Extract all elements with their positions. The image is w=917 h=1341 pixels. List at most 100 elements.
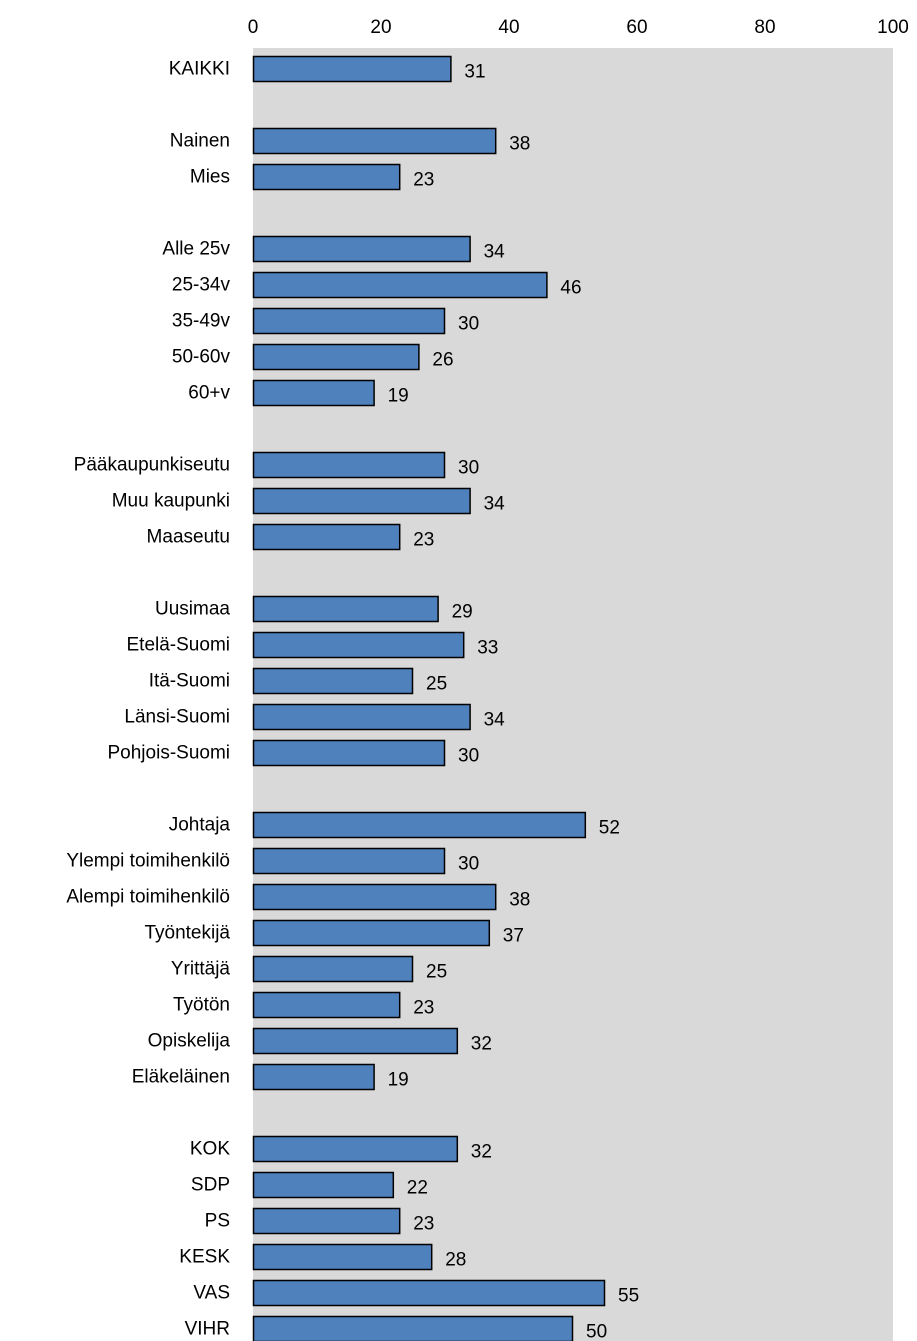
bar xyxy=(252,667,414,695)
value-label: 19 xyxy=(388,386,409,407)
bar xyxy=(252,883,497,911)
x-tick-label: 40 xyxy=(498,17,519,38)
bar xyxy=(252,487,471,515)
bar xyxy=(252,703,471,731)
category-label: Eläkeläinen xyxy=(132,1067,230,1088)
bar xyxy=(252,811,587,839)
value-label: 23 xyxy=(413,1214,434,1235)
category-label: KAIKKI xyxy=(169,59,230,80)
value-label: 52 xyxy=(599,818,620,839)
value-label: 46 xyxy=(560,278,581,299)
bar xyxy=(252,523,401,551)
value-label: 30 xyxy=(458,854,479,875)
value-label: 50 xyxy=(586,1322,607,1341)
value-label: 34 xyxy=(484,242,506,263)
bar xyxy=(252,1027,459,1055)
value-label: 31 xyxy=(464,62,485,83)
category-label: Maaseutu xyxy=(147,527,230,548)
bars xyxy=(252,55,606,1341)
category-label: 35-49v xyxy=(172,311,231,332)
bar xyxy=(252,235,471,263)
x-tick-label: 0 xyxy=(248,17,259,38)
value-labels: 3138233446302619303423293325343052303837… xyxy=(388,62,640,1341)
value-label: 25 xyxy=(426,674,447,695)
value-label: 32 xyxy=(471,1034,492,1055)
bar xyxy=(252,1207,401,1235)
value-label: 33 xyxy=(477,638,498,659)
bar xyxy=(252,1315,574,1341)
category-labels: KAIKKI Nainen Mies Alle 25v 25-34v 35-49v 50-6… xyxy=(66,59,230,1340)
category-label: Länsi-Suomi xyxy=(124,707,230,728)
category-label: Muu kaupunki xyxy=(112,491,230,512)
x-tick-label: 100 xyxy=(877,17,909,38)
category-label: 50-60v xyxy=(172,347,231,368)
category-label: 60+v xyxy=(188,383,230,404)
x-axis-ticks: 0 20 40 60 80 100 xyxy=(248,17,909,38)
bar xyxy=(252,307,446,335)
category-label: Pääkaupunkiseutu xyxy=(74,455,230,476)
value-label: 26 xyxy=(432,350,453,371)
bar xyxy=(252,163,401,191)
value-label: 23 xyxy=(413,998,434,1019)
category-label: Alempi toimihenkilö xyxy=(66,887,230,908)
category-label: Nainen xyxy=(170,131,230,152)
value-label: 23 xyxy=(413,170,434,191)
bar xyxy=(252,919,491,947)
value-label: 55 xyxy=(618,1286,639,1307)
bar xyxy=(252,1279,606,1307)
category-label: Itä-Suomi xyxy=(149,671,230,692)
value-label: 30 xyxy=(458,458,479,479)
category-label: Yrittäjä xyxy=(171,959,231,980)
category-label: 25-34v xyxy=(172,275,231,296)
category-label: PS xyxy=(205,1211,230,1232)
bar xyxy=(252,847,446,875)
category-label: Opiskelija xyxy=(148,1031,231,1052)
value-label: 25 xyxy=(426,962,447,983)
category-label: VAS xyxy=(193,1283,230,1304)
value-label: 30 xyxy=(458,746,479,767)
value-label: 37 xyxy=(503,926,524,947)
plot-background xyxy=(253,48,893,1341)
bar xyxy=(252,343,420,371)
bar xyxy=(252,127,497,155)
x-tick-label: 20 xyxy=(370,17,391,38)
value-label: 29 xyxy=(452,602,473,623)
value-label: 22 xyxy=(407,1178,428,1199)
bar xyxy=(252,1243,433,1271)
category-label: Johtaja xyxy=(169,815,231,836)
bar xyxy=(252,1063,375,1091)
category-label: SDP xyxy=(191,1175,230,1196)
category-label: Mies xyxy=(190,167,230,188)
bar xyxy=(252,991,401,1019)
category-label: KOK xyxy=(190,1139,230,1160)
bar xyxy=(252,55,452,83)
x-tick-label: 60 xyxy=(626,17,647,38)
bar xyxy=(252,1135,459,1163)
bar xyxy=(252,595,439,623)
bar xyxy=(252,379,375,407)
category-label: Pohjois-Suomi xyxy=(108,743,231,764)
bar xyxy=(252,739,446,767)
category-label: Uusimaa xyxy=(155,599,230,620)
category-label: VIHR xyxy=(185,1319,230,1340)
x-tick-label: 80 xyxy=(754,17,775,38)
bar xyxy=(252,631,465,659)
bar xyxy=(252,451,446,479)
value-label: 34 xyxy=(484,494,506,515)
value-label: 32 xyxy=(471,1142,492,1163)
bar xyxy=(252,955,414,983)
category-label: Ylempi toimihenkilö xyxy=(66,851,230,872)
category-label: Alle 25v xyxy=(162,239,230,260)
value-label: 38 xyxy=(509,890,530,911)
bar xyxy=(252,1171,395,1199)
value-label: 34 xyxy=(484,710,506,731)
category-label: KESK xyxy=(179,1247,230,1268)
category-label: Työtön xyxy=(173,995,230,1016)
value-label: 19 xyxy=(388,1070,409,1091)
value-label: 23 xyxy=(413,530,434,551)
value-label: 38 xyxy=(509,134,530,155)
value-label: 28 xyxy=(445,1250,466,1271)
category-label: Etelä-Suomi xyxy=(127,635,231,656)
